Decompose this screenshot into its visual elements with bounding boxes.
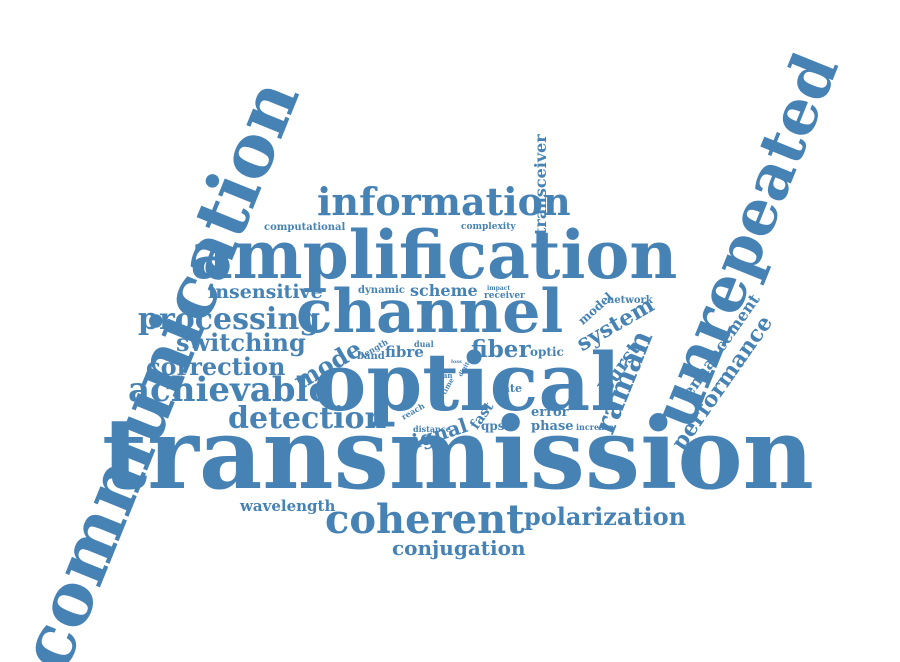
word-complexity: complexity bbox=[461, 222, 516, 232]
word-processing: processing bbox=[138, 302, 321, 337]
word-wavelength: wavelength bbox=[240, 497, 336, 515]
word-computational: computational bbox=[264, 222, 346, 233]
word-detection: detection bbox=[228, 401, 387, 436]
word-switching: switching bbox=[176, 328, 306, 357]
word-fibre: fibre bbox=[385, 343, 424, 361]
word-impact: impact bbox=[487, 285, 511, 292]
word-achievable: achievable bbox=[128, 370, 331, 410]
word-span: span bbox=[434, 371, 453, 380]
word-receiver: receiver bbox=[484, 291, 525, 301]
word-phase: phase bbox=[531, 419, 574, 434]
word-fiber: fiber bbox=[471, 336, 531, 363]
word-error: error bbox=[531, 405, 569, 420]
word-channel: channel bbox=[296, 277, 564, 347]
word-coherent: coherent bbox=[325, 496, 525, 543]
word-insensitive: insensitive bbox=[208, 281, 323, 303]
word-network: network bbox=[607, 295, 653, 306]
word-transmission: transmission bbox=[102, 397, 814, 512]
word-dual: dual bbox=[414, 339, 434, 349]
word-transceiver: transceiver bbox=[531, 134, 550, 235]
word-conjugation: conjugation bbox=[392, 536, 526, 560]
word-rate: rate bbox=[497, 382, 523, 395]
word-polarization: polarization bbox=[524, 502, 687, 531]
word-amplification: amplification bbox=[190, 216, 678, 294]
word-optic: optic bbox=[530, 345, 564, 359]
word-increase: increase bbox=[576, 422, 614, 432]
word-optical: optical bbox=[313, 335, 621, 429]
word-scheme: scheme bbox=[410, 281, 478, 300]
word-loss: loss bbox=[451, 359, 462, 365]
word-band: band bbox=[357, 351, 385, 362]
word-dynamic: dynamic bbox=[358, 285, 406, 296]
word-distance: distance bbox=[413, 424, 451, 434]
word-correction: correction bbox=[146, 352, 286, 381]
word-qpsk: qpsk bbox=[481, 419, 513, 433]
word-information: information bbox=[317, 179, 571, 224]
